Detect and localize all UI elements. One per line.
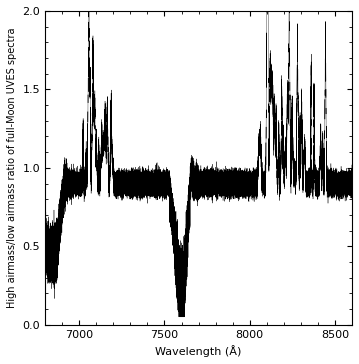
- Y-axis label: High airmass/low airmass ratio of full-Moon UVES spectra: High airmass/low airmass ratio of full-M…: [7, 28, 17, 308]
- X-axis label: Wavelength (Å): Wavelength (Å): [155, 345, 242, 357]
